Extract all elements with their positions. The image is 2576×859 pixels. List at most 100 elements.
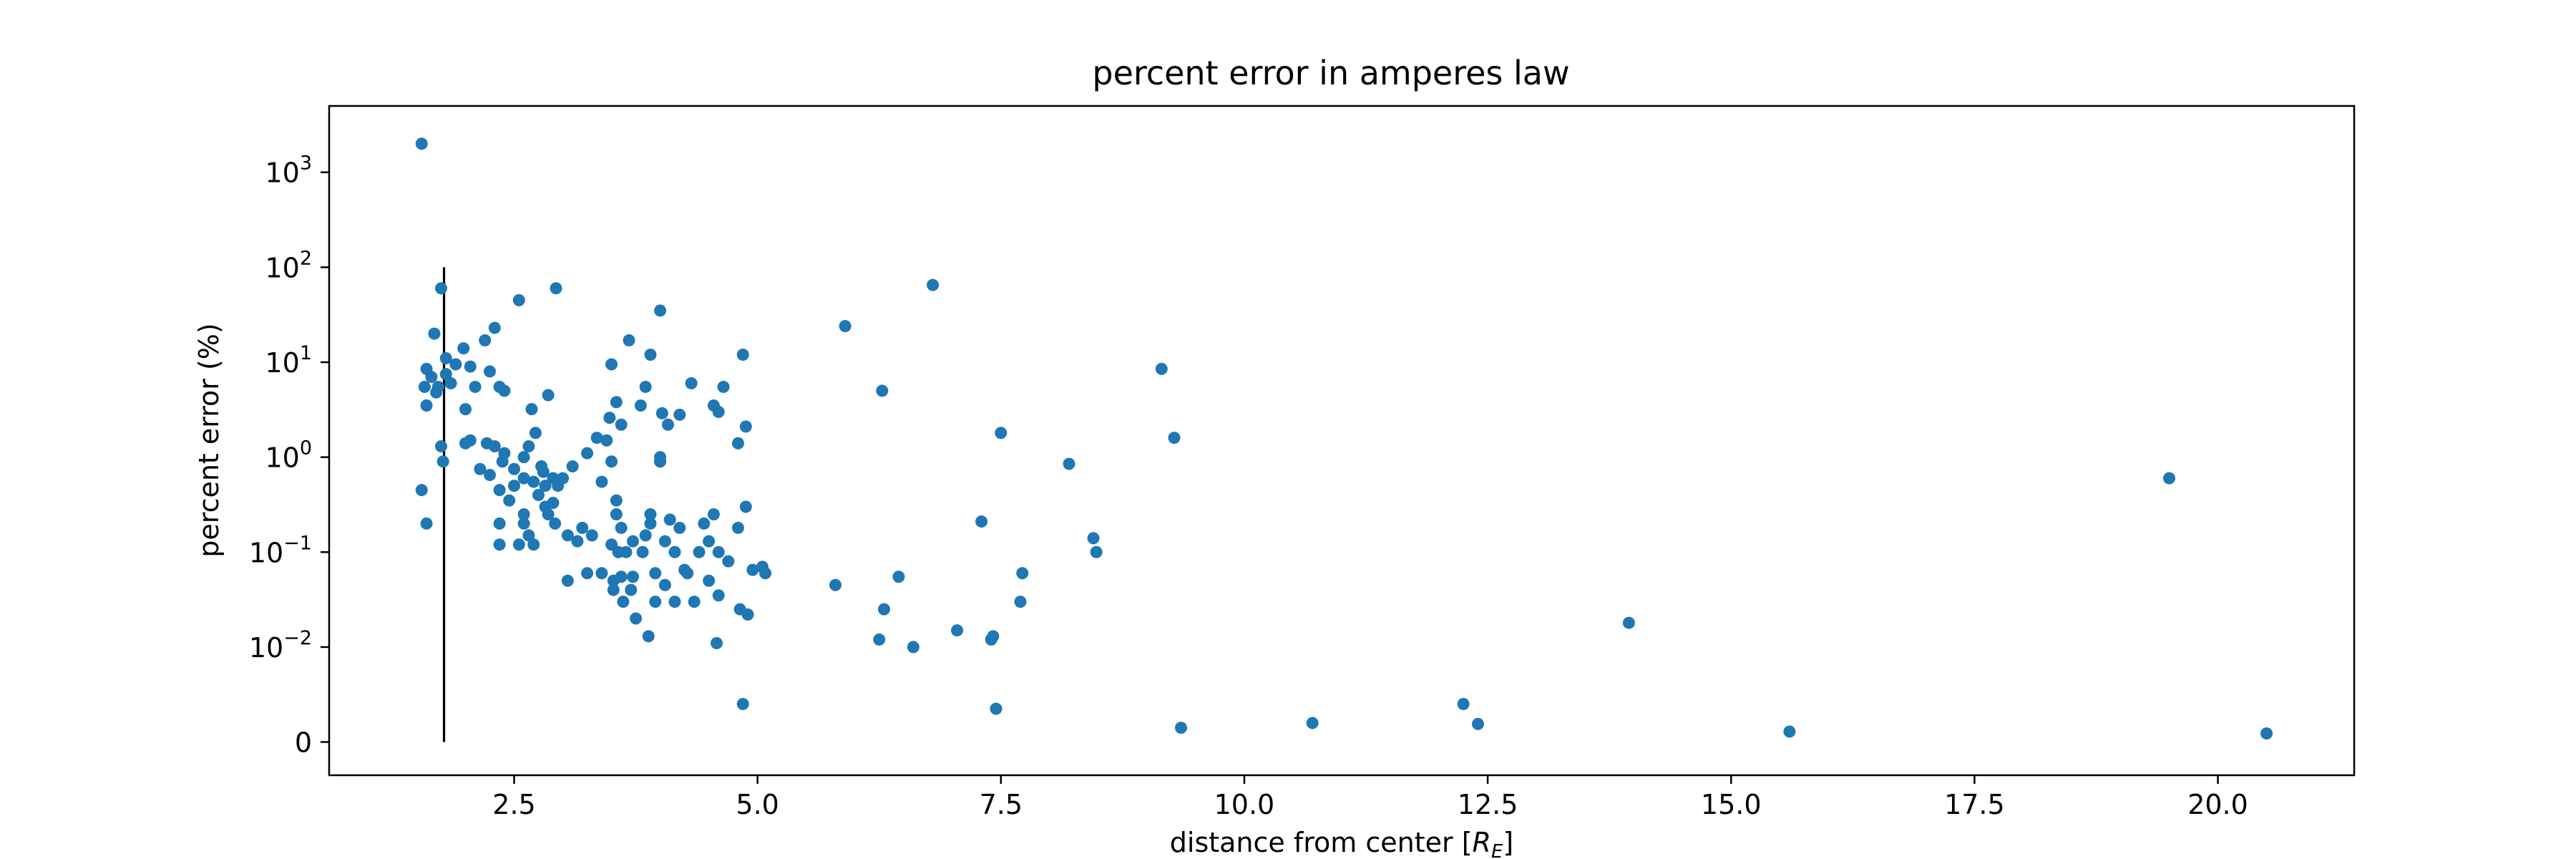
x-axis-label-subscript: E [1491, 841, 1503, 859]
data-point [595, 475, 608, 488]
data-point [610, 494, 623, 507]
data-point [607, 583, 620, 596]
data-point [610, 396, 623, 409]
data-point [717, 380, 730, 393]
data-point [557, 472, 570, 485]
y-axis-label: percent error (%) [193, 323, 225, 557]
y-tick-exponent: −1 [283, 532, 312, 554]
data-point [668, 545, 681, 558]
data-point [658, 578, 671, 591]
data-point [439, 368, 452, 381]
axis-ticks: 2.5 5.0 7.5 10.0 12.5 15.0 17.5 20.0010−210−110… [249, 152, 2248, 820]
x-tick-label: 20.0 [2187, 789, 2248, 820]
x-tick-label: 10.0 [1214, 789, 1275, 820]
data-point [644, 517, 657, 530]
data-point [711, 636, 723, 649]
data-point [655, 407, 668, 419]
data-point [703, 574, 716, 587]
data-point [566, 460, 579, 472]
data-point [636, 545, 649, 558]
data-point [428, 327, 441, 340]
data-point [532, 488, 545, 501]
y-tick-label: 10−1 [249, 532, 312, 568]
x-tick-label: 5.0 [736, 789, 779, 820]
data-point [620, 545, 633, 558]
data-point [483, 365, 496, 378]
data-point [420, 399, 433, 412]
data-point [673, 521, 686, 534]
x-axis-label-text: distance from center [ [1170, 827, 1473, 858]
data-point [590, 432, 603, 445]
y-tick-base: 0 [295, 727, 312, 759]
data-point [549, 517, 562, 530]
data-point [627, 535, 639, 548]
data-point [625, 583, 638, 596]
data-point [436, 455, 449, 468]
y-tick-label: 102 [265, 247, 312, 283]
data-point [605, 455, 618, 468]
data-point [508, 480, 521, 492]
data-point [529, 427, 542, 440]
data-point [623, 334, 635, 346]
data-point [1783, 725, 1796, 738]
data-point [517, 508, 530, 521]
data-point [576, 521, 589, 534]
data-point [474, 462, 487, 475]
data-point [630, 612, 643, 625]
data-point [1014, 596, 1027, 608]
data-point [493, 538, 506, 551]
data-point [537, 465, 550, 478]
data-point [951, 624, 964, 637]
y-tick-base: 10 [249, 632, 283, 664]
data-point [736, 698, 749, 711]
y-tick-exponent: 0 [300, 437, 312, 460]
y-tick-label: 0 [295, 727, 312, 759]
data-point [420, 517, 433, 530]
data-point [639, 380, 652, 393]
data-point [434, 282, 447, 295]
y-tick-base: 10 [265, 347, 299, 379]
data-point [681, 567, 694, 580]
data-point [1016, 567, 1029, 580]
data-point [415, 484, 428, 497]
data-point [610, 508, 623, 521]
data-point [658, 535, 671, 548]
data-point [668, 596, 681, 608]
data-point [464, 360, 477, 373]
y-tick-base: 10 [265, 442, 299, 474]
x-tick-label: 2.5 [492, 789, 535, 820]
data-point [605, 358, 618, 371]
data-point [1175, 722, 1188, 734]
data-point [449, 358, 462, 371]
data-point [654, 304, 667, 317]
data-point [759, 567, 772, 580]
data-point [644, 348, 657, 361]
data-point [615, 521, 628, 534]
data-point [878, 603, 891, 616]
data-point [542, 389, 555, 402]
data-point [663, 513, 676, 526]
data-point [522, 529, 535, 542]
y-tick-exponent: 2 [300, 247, 312, 269]
data-point [512, 293, 525, 306]
data-point [571, 535, 584, 548]
data-point [561, 529, 574, 542]
data-point [839, 320, 852, 333]
data-point [525, 403, 538, 416]
data-point [561, 574, 574, 587]
y-tick-base: 10 [265, 157, 299, 189]
data-point [517, 517, 530, 530]
data-point [975, 515, 988, 528]
data-point [581, 447, 594, 460]
data-point [1155, 362, 1168, 375]
data-point [736, 348, 749, 361]
data-point [712, 589, 725, 602]
y-tick-base: 10 [265, 252, 299, 283]
data-point [634, 399, 647, 412]
plot-area [328, 105, 2356, 777]
data-point [639, 529, 652, 542]
data-point [987, 630, 1000, 643]
data-point [434, 440, 447, 453]
data-point [907, 641, 919, 654]
y-tick-label: 103 [265, 152, 312, 189]
